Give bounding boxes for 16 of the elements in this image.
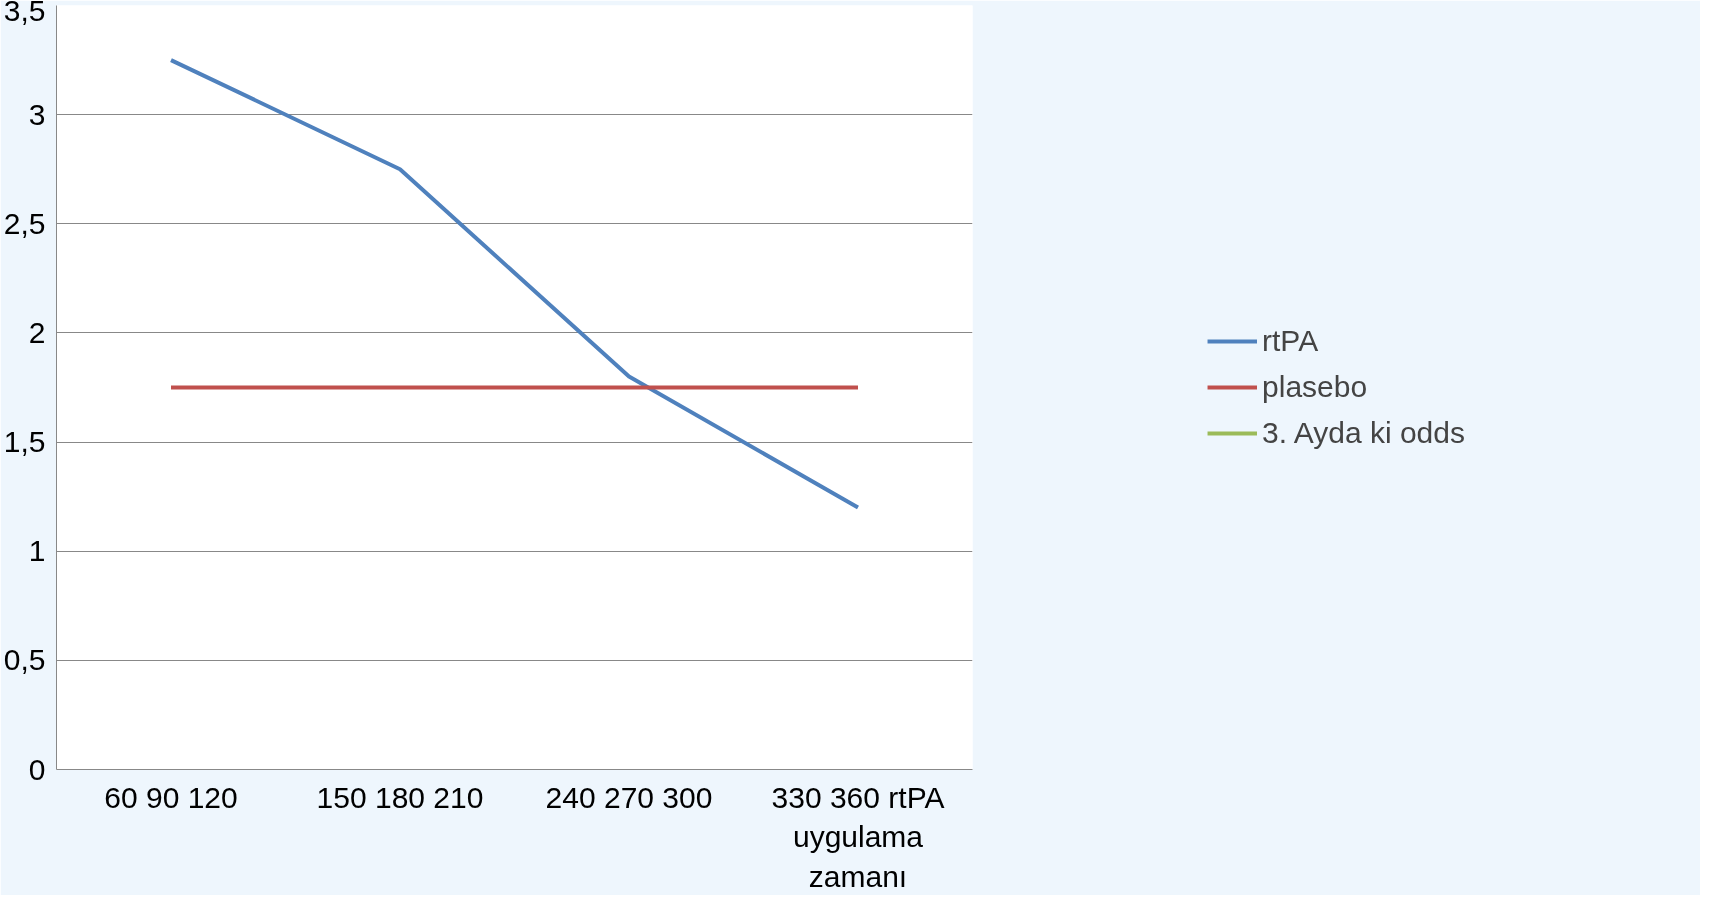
y-tick-label: 2 — [28, 315, 46, 349]
x-tick-label: 60 90 120 — [104, 780, 238, 814]
y-tick-label: 3,5 — [3, 0, 46, 27]
y-tick-label: 0,5 — [3, 643, 46, 677]
y-tick-label: 0 — [28, 752, 46, 786]
x-tick-label: 150 180 210 — [316, 780, 484, 814]
legend-label: plasebo — [1262, 370, 1368, 404]
x-tick-label: 240 270 300 — [545, 780, 713, 814]
x-tick-label: 330 360 rtPA uygulama zamanı — [771, 780, 945, 893]
y-tick-label: 1,5 — [3, 425, 46, 459]
legend-label: rtPA — [1262, 324, 1319, 358]
y-tick-label: 2,5 — [3, 206, 46, 240]
line-series — [169, 58, 860, 510]
legend-label: 3. Ayda ki odds — [1262, 416, 1465, 450]
y-tick-label: 1 — [28, 534, 46, 568]
y-tick-label: 3 — [28, 97, 46, 131]
